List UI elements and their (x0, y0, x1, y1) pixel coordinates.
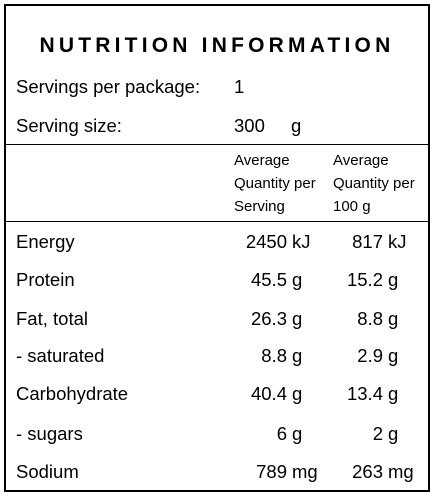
nutrient-name: Energy (16, 231, 75, 252)
per-serving-value: 789 (256, 461, 287, 482)
per-serving-unit: g (292, 345, 303, 366)
per-100g-unit: kJ (388, 231, 407, 252)
per-100g-value: 15.2 (346, 269, 383, 290)
column-header-line: Average (234, 152, 290, 169)
per-serving-value: 2450 (245, 231, 287, 252)
per-serving-unit: g (292, 269, 303, 290)
per-serving-value: 26.3 (250, 308, 287, 329)
per-serving-unit: g (292, 308, 303, 329)
per-100g-value: 263 (352, 461, 383, 482)
per-100g-value: 8.8 (357, 308, 383, 329)
per-serving-value: 40.4 (250, 383, 287, 404)
column-header-line: 100 g (333, 198, 371, 215)
per-100g-unit: g (388, 423, 399, 444)
per-100g-unit: g (388, 269, 399, 290)
per-serving-unit: g (292, 383, 303, 404)
nutrition-panel: NUTRITION INFORMATION Servings per packa… (4, 4, 430, 492)
nutrient-name: Carbohydrate (16, 383, 129, 404)
panel-title: NUTRITION INFORMATION (39, 34, 395, 57)
serving-size-label: Serving size: (16, 115, 122, 136)
per-serving-unit: g (292, 423, 303, 444)
per-serving-value: 45.5 (250, 269, 287, 290)
per-100g-value: 2.9 (357, 345, 383, 366)
nutrient-name: Sodium (16, 461, 79, 482)
column-header-per-100g: Average Quantity per 100 g (333, 149, 415, 218)
per-100g-unit: g (388, 308, 399, 329)
servings-value: 1 (234, 76, 245, 97)
column-header-line: Quantity per (333, 175, 415, 192)
nutrient-name: - sugars (16, 423, 83, 444)
column-header-line: Average (333, 152, 389, 169)
per-100g-unit: mg (388, 461, 414, 482)
nutrient-name: - saturated (16, 345, 105, 366)
per-serving-unit: kJ (292, 231, 311, 252)
divider-header (6, 221, 428, 222)
per-100g-unit: g (388, 345, 399, 366)
per-100g-value: 817 (352, 231, 383, 252)
column-header-line: Quantity per (234, 175, 316, 192)
per-100g-value: 2 (372, 423, 383, 444)
per-100g-value: 13.4 (346, 383, 383, 404)
per-serving-value: 6 (276, 423, 287, 444)
serving-size-unit: g (291, 115, 302, 136)
divider-top (6, 144, 428, 145)
per-serving-unit: mg (292, 461, 318, 482)
per-100g-unit: g (388, 383, 399, 404)
per-serving-value: 8.8 (261, 345, 287, 366)
nutrient-name: Protein (16, 269, 75, 290)
nutrient-name: Fat, total (16, 308, 88, 329)
column-header-line: Serving (234, 198, 285, 215)
servings-label: Servings per package: (16, 76, 201, 97)
column-header-per-serving: Average Quantity per Serving (234, 149, 316, 218)
serving-size-value: 300 (234, 115, 265, 136)
